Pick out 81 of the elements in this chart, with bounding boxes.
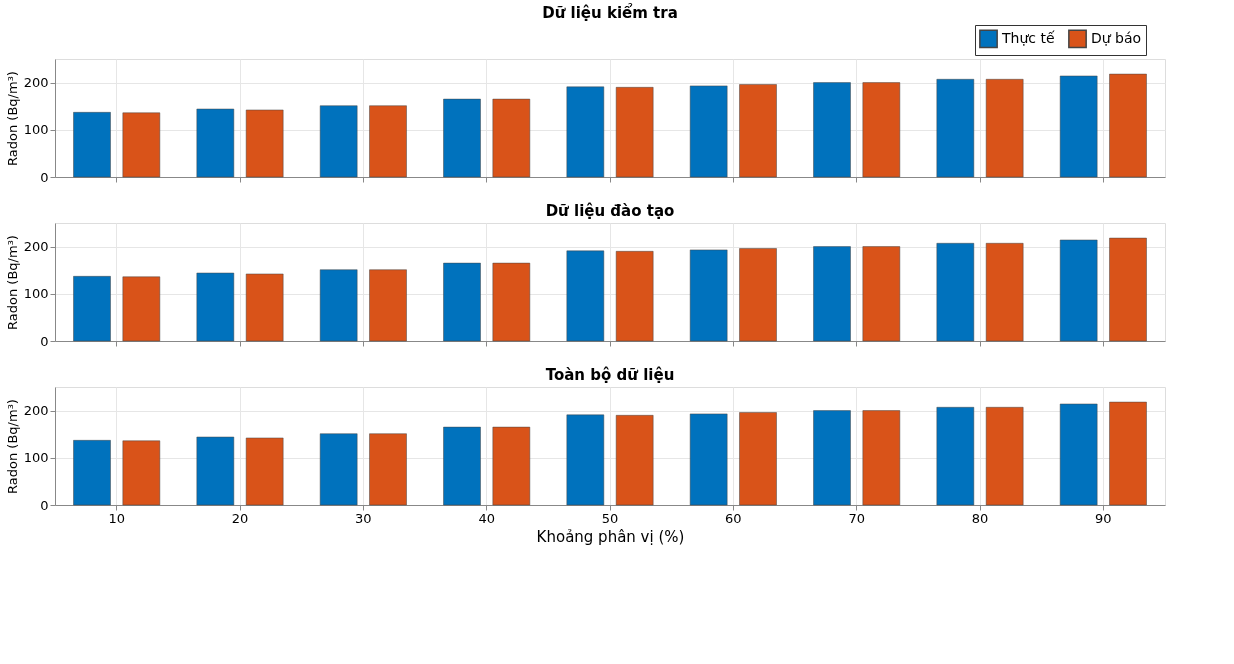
bar (245, 273, 284, 342)
bar (615, 251, 654, 342)
y-tick-label: 0 (40, 169, 49, 185)
x-tick-label: 80 (971, 510, 989, 526)
bar (862, 246, 901, 342)
bar (443, 262, 481, 342)
bar (739, 412, 777, 506)
bar (245, 109, 284, 178)
bar (319, 433, 358, 506)
y-tick-label: 0 (40, 333, 49, 349)
y-axis-title: Radon (Bq/m³) (4, 235, 20, 330)
bar (813, 82, 851, 178)
bar (1059, 239, 1098, 342)
bar (615, 87, 654, 178)
bar (985, 407, 1024, 506)
y-tick-label: 200 (23, 239, 49, 255)
y-tick-label: 200 (23, 403, 49, 419)
bar (862, 410, 901, 506)
bar (443, 426, 481, 506)
bar (443, 98, 481, 178)
bar (122, 276, 161, 342)
bar (492, 426, 531, 506)
x-tick-label: 20 (231, 510, 249, 526)
bar (73, 112, 111, 178)
bar (319, 269, 358, 342)
y-tick-label: 100 (23, 122, 49, 138)
bar (739, 84, 777, 178)
bar (813, 246, 851, 342)
y-tick-label: 0 (40, 497, 49, 513)
bar (369, 433, 407, 506)
legend-label: Dự báo (1091, 29, 1142, 46)
chart-title: Toàn bộ dữ liệu (545, 366, 675, 384)
bar (1109, 237, 1147, 342)
bar (196, 108, 235, 178)
bar (73, 440, 111, 506)
bar (319, 105, 358, 178)
bar (862, 82, 901, 178)
y-tick-label: 100 (23, 450, 49, 466)
bar (492, 262, 531, 342)
y-tick-label: 100 (23, 286, 49, 302)
x-tick-label: 90 (1095, 510, 1112, 526)
x-tick-label: 10 (108, 510, 125, 526)
bar (689, 249, 728, 342)
bar (122, 112, 161, 178)
bar (1109, 73, 1147, 178)
bar (122, 440, 161, 506)
bar (492, 98, 531, 178)
bar (1059, 403, 1098, 506)
x-tick-label: 50 (601, 510, 619, 526)
bar (985, 79, 1024, 178)
bar (936, 243, 975, 342)
x-tick-label: 30 (355, 510, 372, 526)
bar (1109, 401, 1147, 506)
bar (245, 437, 284, 506)
bar (566, 86, 605, 178)
chart-title: Dữ liệu đào tạo (545, 202, 675, 220)
chart-title: Dữ liệu kiểm tra (542, 2, 678, 22)
bar (566, 414, 605, 506)
bar (1059, 75, 1098, 178)
y-tick-label: 200 (23, 75, 49, 91)
bar (196, 272, 235, 342)
bar (813, 410, 851, 506)
x-tick-label: 40 (478, 510, 495, 526)
bar (689, 85, 728, 178)
legend-label: Thực tế (1001, 29, 1055, 46)
bar (936, 407, 975, 506)
bar (615, 415, 654, 506)
bar (689, 413, 728, 506)
bar (566, 250, 605, 342)
x-axis-title: Khoảng phân vị (%) (536, 527, 685, 546)
y-axis-title: Radon (Bq/m³) (4, 399, 20, 494)
y-axis-title: Radon (Bq/m³) (4, 71, 20, 166)
bar (369, 269, 407, 342)
bar (936, 79, 975, 178)
bar (985, 243, 1024, 342)
bar (196, 436, 235, 506)
bar (739, 248, 777, 342)
x-tick-label: 70 (848, 510, 865, 526)
bar (369, 105, 407, 178)
bar (73, 276, 111, 342)
x-tick-label: 60 (725, 510, 742, 526)
